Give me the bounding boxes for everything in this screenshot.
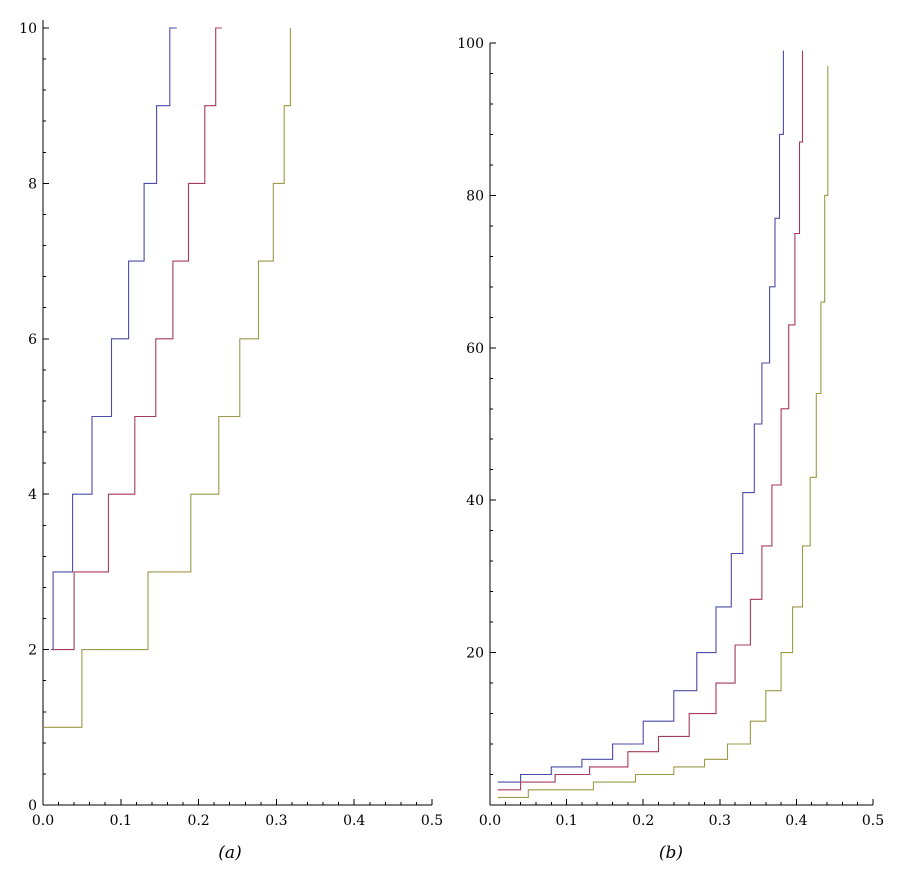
series-line-2: [52, 27, 222, 651]
series-line-1: [497, 50, 784, 783]
panel-label: (a): [218, 843, 241, 863]
panel-b-chart: 0.0 0.1 0.2 0.3 0.4 0.5 20 40 60 80 100 (b): [457, 36, 884, 863]
x-tick-label: 0.4: [343, 813, 365, 829]
series-line-2: [497, 50, 804, 791]
x-tick-label: 0.5: [421, 813, 443, 829]
x-tick-label: 0.1: [110, 813, 132, 829]
series-line-3: [497, 65, 829, 798]
y-tick-label: 20: [466, 646, 484, 662]
panel-label: (b): [659, 843, 683, 863]
series-line-3: [43, 28, 291, 728]
y-tick-label: 60: [466, 341, 484, 357]
x-tick-label: 0.1: [555, 813, 577, 829]
y-tick-label: 10: [19, 21, 37, 37]
x-tick-label: 0.2: [187, 813, 209, 829]
y-tick-label: 4: [28, 487, 37, 503]
y-tick-label: 0: [28, 798, 37, 814]
y-tick-label: 80: [466, 188, 484, 204]
x-tick-label: 0.5: [862, 813, 884, 829]
y-tick-label: 100: [457, 36, 484, 52]
x-tick-label: 0.0: [32, 813, 54, 829]
y-tick-label: 2: [28, 643, 37, 659]
x-tick-label: 0.0: [479, 813, 501, 829]
x-tick-label: 0.2: [632, 813, 654, 829]
x-tick-label: 0.3: [709, 813, 731, 829]
y-tick-label: 40: [466, 493, 484, 509]
series-line-1: [50, 27, 177, 651]
y-tick-label: 6: [28, 332, 37, 348]
y-tick-label: 8: [28, 176, 37, 192]
x-tick-label: 0.3: [265, 813, 287, 829]
panel-a-chart: 0.0 0.1 0.2 0.3 0.4 0.5 0 2 4 6 8 10 (a): [19, 20, 443, 863]
x-tick-label: 0.4: [785, 813, 807, 829]
